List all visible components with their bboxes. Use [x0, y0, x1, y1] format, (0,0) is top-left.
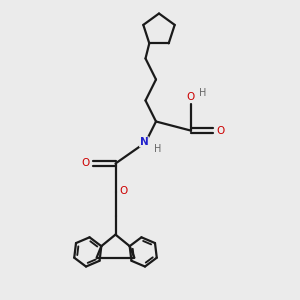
- Text: H: H: [154, 143, 162, 154]
- Text: H: H: [199, 88, 206, 98]
- Text: O: O: [81, 158, 90, 169]
- Text: O: O: [186, 92, 195, 103]
- Text: O: O: [120, 185, 128, 196]
- Text: O: O: [216, 125, 225, 136]
- Text: N: N: [140, 137, 148, 147]
